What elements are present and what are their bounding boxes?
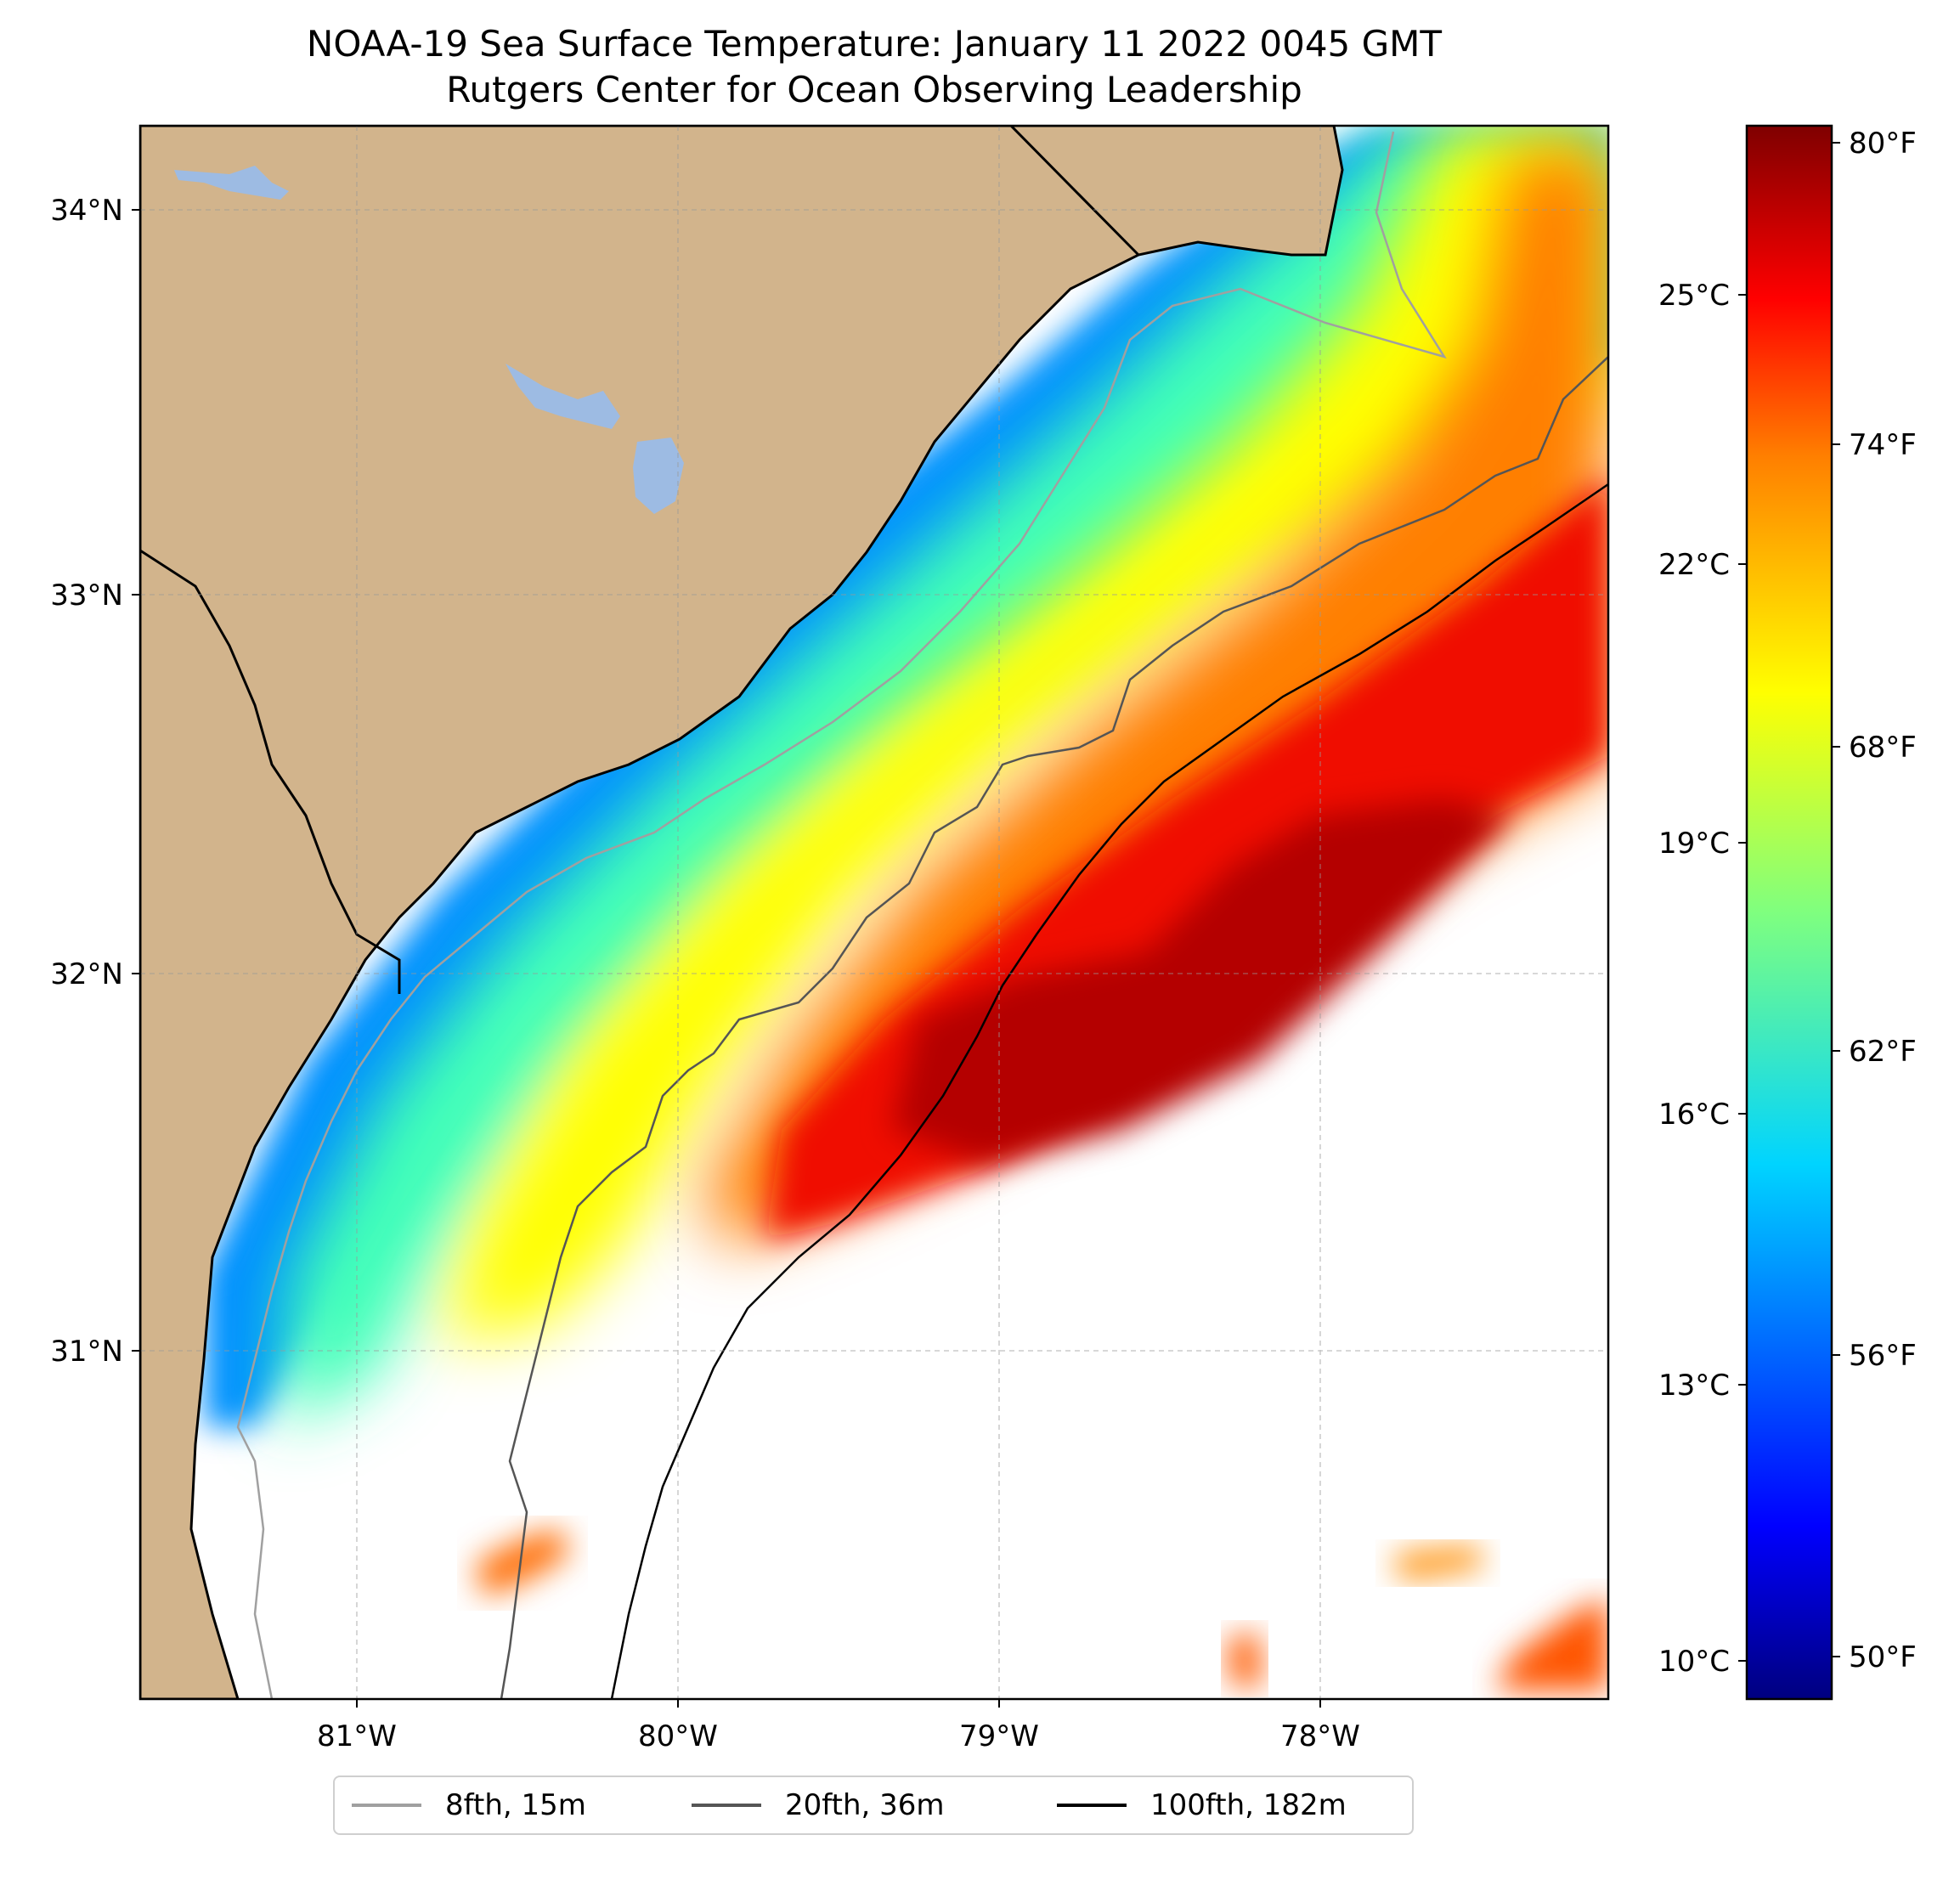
legend-item-20fth: 20fth, 36m xyxy=(692,1777,945,1833)
isobath-100fth xyxy=(610,483,1608,1699)
fahrenheit-tick-label: 50°F xyxy=(1849,1640,1917,1674)
lat-tick-label: 33°N xyxy=(50,579,123,613)
lon-tick-label: 78°W xyxy=(1280,1719,1360,1753)
legend-item-100fth: 100fth, 182m xyxy=(1057,1777,1347,1833)
fahrenheit-tick-label: 80°F xyxy=(1849,127,1917,161)
sst-yellow-band xyxy=(442,127,1608,1342)
sst-patch-east xyxy=(1393,1546,1483,1580)
fahrenheit-tick-label: 62°F xyxy=(1849,1035,1917,1069)
celsius-tick-label: 10°C xyxy=(1658,1645,1730,1679)
legend-swatch-8fth xyxy=(352,1804,421,1807)
lake-moultrie xyxy=(633,438,684,514)
legend-swatch-100fth xyxy=(1057,1804,1127,1807)
land-area xyxy=(140,126,1344,1699)
legend-label-20fth: 20fth, 36m xyxy=(785,1788,945,1822)
colorbar-celsius-ticks: 25°C 22°C 19°C 16°C 13°C 10°C xyxy=(1658,279,1747,1679)
lake-north xyxy=(174,166,289,200)
map-frame xyxy=(138,124,1610,1701)
lon-ticks: 81°W 80°W 79°W 78°W xyxy=(317,1699,1360,1753)
lat-ticks: 34°N 33°N 32°N 31°N xyxy=(50,194,140,1369)
lat-tick-label: 31°N xyxy=(50,1335,123,1369)
lon-tick-label: 81°W xyxy=(317,1719,397,1753)
sst-field xyxy=(204,127,1608,1691)
legend-swatch-20fth xyxy=(692,1804,761,1807)
map-panel xyxy=(140,126,1608,1699)
lon-tick-label: 79°W xyxy=(959,1719,1039,1753)
colorbar-gradient xyxy=(1745,124,1833,1701)
lat-tick-label: 34°N xyxy=(50,194,123,228)
celsius-tick-label: 19°C xyxy=(1658,827,1730,861)
state-border xyxy=(1009,126,1140,257)
sst-patch-center xyxy=(1228,1631,1262,1686)
fahrenheit-tick-label: 68°F xyxy=(1849,731,1917,765)
lon-tick-label: 80°W xyxy=(638,1719,718,1753)
sst-warm-core xyxy=(892,799,1512,1164)
isobath-8fth xyxy=(236,131,1447,1699)
gridlines xyxy=(140,126,1608,1699)
river-border xyxy=(140,549,401,994)
isobath-20fth xyxy=(500,356,1608,1699)
isobaths xyxy=(140,126,1608,1699)
celsius-tick-label: 13°C xyxy=(1658,1369,1730,1403)
sst-patch-southeast xyxy=(1495,1597,1608,1691)
figure-title: NOAA-19 Sea Surface Temperature: January… xyxy=(306,23,1443,65)
fahrenheit-tick-label: 56°F xyxy=(1849,1339,1917,1373)
isobath-legend: 8fth, 15m 20fth, 36m 100fth, 182m xyxy=(333,1776,1414,1835)
lake-marion xyxy=(506,364,620,429)
sst-patch-south xyxy=(476,1529,569,1597)
legend-label-8fth: 8fth, 15m xyxy=(445,1788,586,1822)
celsius-tick-label: 16°C xyxy=(1658,1098,1730,1132)
lat-tick-label: 32°N xyxy=(50,957,123,991)
celsius-tick-label: 22°C xyxy=(1658,548,1730,582)
legend-label-100fth: 100fth, 182m xyxy=(1150,1788,1347,1822)
colorbar: 25°C 22°C 19°C 16°C 13°C 10°C 80°F 74°F … xyxy=(1658,124,1917,1701)
colorbar-fahrenheit-ticks: 80°F 74°F 68°F 62°F 56°F 50°F xyxy=(1832,127,1917,1674)
fahrenheit-tick-label: 74°F xyxy=(1849,428,1917,462)
celsius-tick-label: 25°C xyxy=(1658,279,1730,313)
sst-orange-band xyxy=(705,153,1608,1249)
figure-subtitle: Rutgers Center for Ocean Observing Leade… xyxy=(446,69,1302,110)
legend-item-8fth: 8fth, 15m xyxy=(352,1777,586,1833)
